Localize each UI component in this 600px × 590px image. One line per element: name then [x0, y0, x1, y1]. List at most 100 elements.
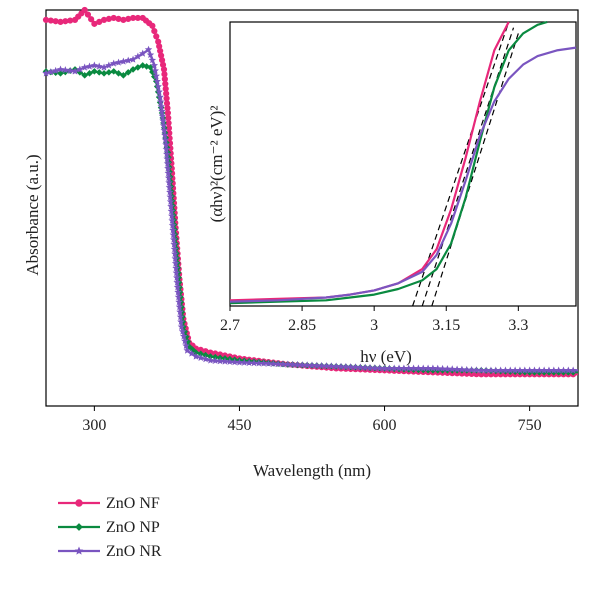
main-point-zno-nr	[405, 364, 413, 372]
main-point-zno-nr	[177, 317, 185, 326]
main-point-zno-nr	[458, 365, 466, 373]
main-point-zno-nr	[157, 97, 165, 106]
main-point-zno-np	[147, 64, 154, 71]
main-point-zno-nr	[167, 207, 176, 215]
main-point-zno-nr	[317, 361, 326, 369]
main-point-zno-nr	[180, 332, 188, 340]
main-point-zno-nr	[550, 366, 558, 374]
main-point-zno-nr	[380, 364, 389, 372]
main-point-zno-nr	[163, 159, 172, 167]
main-point-zno-nr	[95, 62, 103, 70]
main-point-zno-nr	[155, 87, 163, 95]
main-point-zno-nr	[153, 77, 161, 85]
main-point-zno-nr	[166, 193, 174, 201]
main-point-zno-nr	[139, 49, 147, 57]
main-series-group	[42, 6, 578, 378]
main-point-zno-nr	[164, 169, 172, 177]
main-point-zno-nr	[144, 45, 153, 53]
main-point-zno-nf	[125, 15, 132, 23]
main-point-zno-nr	[419, 364, 427, 372]
main-point-zno-nr	[71, 67, 79, 75]
main-point-zno-nr	[385, 364, 394, 372]
inset-frame	[229, 21, 577, 307]
inset-x-tick-label: 3	[370, 317, 378, 334]
main-point-zno-nr	[168, 212, 176, 220]
main-point-zno-nr	[554, 366, 563, 374]
main-point-zno-nr	[171, 250, 179, 258]
legend: ZnO NF ZnO NP ZnO NR	[58, 495, 162, 560]
main-point-zno-nr	[390, 364, 398, 372]
main-point-zno-nr	[168, 216, 176, 224]
main-point-zno-np	[129, 66, 137, 73]
main-point-zno-nr	[148, 56, 157, 64]
main-point-zno-nr	[453, 365, 461, 373]
main-point-zno-np	[120, 72, 127, 79]
main-point-zno-nf	[120, 16, 127, 23]
main-point-zno-nr	[511, 366, 519, 374]
main-plot-border	[45, 9, 579, 407]
main-point-zno-nr	[159, 116, 167, 125]
main-point-zno-nr	[166, 188, 174, 196]
main-y-axis-title: Absorbance (a.u.)	[23, 154, 42, 275]
main-point-zno-nr	[303, 361, 311, 369]
main-point-zno-nr	[463, 365, 471, 373]
inset-x-tick-label: 2.85	[288, 317, 316, 334]
main-point-zno-nr	[124, 56, 132, 64]
main-point-zno-nr	[158, 107, 166, 115]
main-point-zno-nr	[47, 68, 55, 76]
main-point-zno-nf	[115, 15, 122, 23]
main-point-zno-nr	[173, 278, 181, 286]
main-point-zno-nr	[496, 366, 505, 374]
legend-item-zno-nf: ZnO NF	[58, 495, 160, 512]
main-point-zno-nr	[322, 362, 331, 370]
main-point-zno-nr	[42, 69, 50, 77]
legend-label: ZnO NP	[106, 519, 160, 536]
main-x-tick-label: 300	[82, 417, 106, 434]
main-point-zno-nr	[438, 364, 447, 372]
main-point-zno-nf	[100, 16, 108, 23]
inset-tangent-line	[431, 33, 519, 307]
main-point-zno-nr	[201, 355, 210, 363]
main-point-zno-nr	[530, 366, 539, 374]
main-point-zno-nr	[169, 231, 178, 239]
main-point-zno-nr	[169, 226, 177, 234]
main-point-zno-nr	[161, 131, 169, 139]
main-point-zno-nr	[114, 58, 123, 66]
main-point-zno-nr	[170, 240, 178, 248]
main-point-zno-nr	[51, 66, 60, 74]
main-point-zno-nr	[424, 364, 432, 372]
main-point-zno-nr	[167, 202, 175, 210]
main-point-zno-np	[115, 70, 122, 77]
main-point-zno-nr	[177, 322, 186, 330]
inset-x-tick-label: 3.15	[432, 317, 460, 334]
main-point-zno-nf	[164, 109, 171, 117]
main-point-zno-nr	[559, 366, 568, 374]
main-point-zno-nr	[564, 366, 573, 374]
main-point-zno-np	[110, 68, 118, 75]
main-point-zno-nr	[171, 259, 180, 267]
main-point-zno-nr	[506, 366, 514, 374]
main-point-zno-nr	[170, 245, 179, 253]
main-point-zno-nr	[119, 57, 128, 65]
main-point-zno-nr	[181, 337, 189, 345]
main-point-zno-nr	[110, 59, 118, 67]
main-point-zno-nr	[161, 135, 170, 144]
inset-plot-border	[229, 21, 577, 307]
main-point-zno-nr	[146, 50, 155, 59]
main-point-zno-nf	[105, 15, 112, 23]
main-point-zno-nr	[174, 288, 182, 296]
main-point-zno-nr	[327, 362, 336, 370]
main-point-zno-nr	[545, 366, 553, 374]
main-point-zno-nr	[197, 353, 205, 361]
main-point-zno-nr	[178, 327, 187, 335]
main-point-zno-nr	[156, 93, 164, 101]
legend-item-zno-nr: ZnO NR	[58, 543, 162, 560]
inset-line-zno-nr	[229, 46, 577, 303]
inset-series-group	[229, 20, 577, 305]
main-point-zno-nr	[414, 364, 423, 372]
main-point-zno-nr	[371, 364, 379, 372]
legend-label: ZnO NF	[106, 495, 160, 512]
main-point-zno-nr	[176, 313, 185, 321]
main-point-zno-nr	[134, 52, 142, 60]
main-point-zno-nr	[434, 364, 442, 372]
